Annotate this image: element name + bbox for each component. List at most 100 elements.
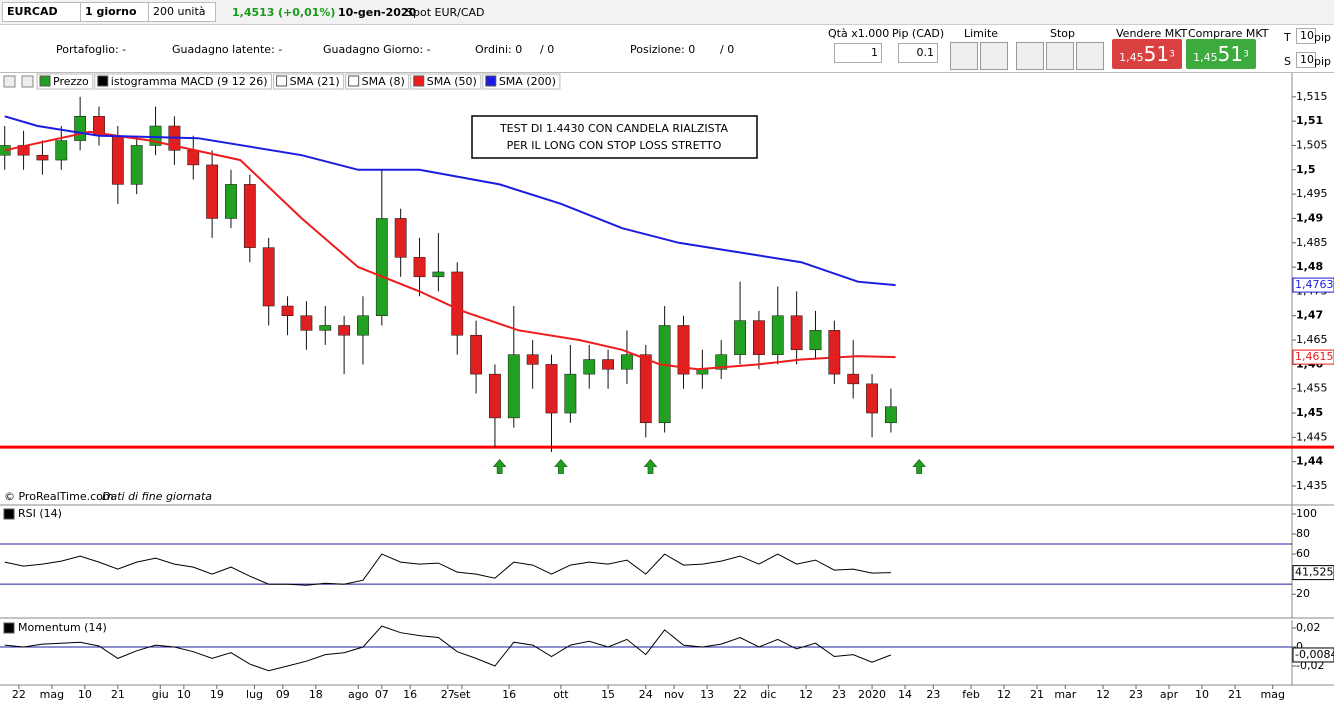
x-tick-label: lug bbox=[246, 688, 263, 701]
y-tick-label: 1,51 bbox=[1296, 114, 1323, 127]
y-tick-label: 0,02 bbox=[1296, 621, 1321, 634]
limit-buy[interactable] bbox=[950, 42, 978, 70]
symbol-select[interactable]: EURCAD bbox=[2, 2, 82, 22]
x-tick-label: feb bbox=[962, 688, 980, 701]
x-tick-label: 10 bbox=[78, 688, 92, 701]
qty-label: Qtà x1.000 bbox=[828, 27, 890, 40]
s-label: S bbox=[1284, 55, 1291, 68]
candle-body bbox=[866, 383, 878, 414]
buy-big: 51 bbox=[1217, 42, 1244, 66]
timeframe-select[interactable]: 1 giorno bbox=[80, 2, 150, 22]
x-tick-label: 21 bbox=[1030, 688, 1044, 701]
y-tick-label: 1,465 bbox=[1296, 333, 1328, 346]
candle-body bbox=[677, 325, 690, 375]
candle-body bbox=[394, 218, 407, 258]
candle-body bbox=[451, 271, 464, 336]
annotation-text: TEST DI 1.4430 CON CANDELA RIALZISTA bbox=[499, 122, 729, 135]
last-price: 1,4513 bbox=[232, 6, 275, 19]
candle-body bbox=[338, 325, 351, 336]
candle-body bbox=[753, 320, 765, 355]
sell-main: 1,45 bbox=[1119, 51, 1144, 64]
legend-swatch bbox=[97, 75, 109, 87]
candle-body bbox=[489, 373, 501, 419]
x-tick-label: 23 bbox=[832, 688, 846, 701]
x-tick-label: mag bbox=[1260, 688, 1284, 701]
x-tick-label: 27 bbox=[441, 688, 455, 701]
x-tick-label: 21 bbox=[111, 688, 125, 701]
x-tick-label: 10 bbox=[1195, 688, 1209, 701]
sell-big: 51 bbox=[1143, 42, 1170, 66]
candle-body bbox=[55, 140, 68, 161]
sell-label: Vendere MKT bbox=[1116, 27, 1188, 40]
legend-frame bbox=[273, 73, 345, 90]
sell-button[interactable]: 1,45513 bbox=[1112, 39, 1182, 69]
daily-gain: Guadagno Giorno: - bbox=[323, 43, 431, 56]
buy-label: Comprare MKT bbox=[1188, 27, 1269, 40]
legend-frame bbox=[482, 73, 561, 90]
stop-c[interactable] bbox=[1076, 42, 1104, 70]
x-tick-label: 19 bbox=[210, 688, 224, 701]
y-tick-label: 1,505 bbox=[1296, 138, 1328, 151]
x-tick-label: dic bbox=[760, 688, 776, 701]
y-tick-label: 1,485 bbox=[1296, 236, 1328, 249]
legend-swatch bbox=[3, 622, 15, 634]
x-tick-label: 16 bbox=[502, 688, 516, 701]
candle-body bbox=[432, 271, 445, 278]
pip-label: Pip (CAD) bbox=[892, 27, 945, 40]
indicator-line bbox=[4, 625, 892, 672]
x-tick-label: 22 bbox=[12, 688, 26, 701]
y-tick-label: 100 bbox=[1296, 507, 1317, 520]
x-tick-label: ott bbox=[553, 688, 569, 701]
s-unit: pip bbox=[1314, 55, 1332, 68]
candle-body bbox=[715, 354, 728, 370]
panel-title: RSI (14) bbox=[18, 507, 62, 520]
limit-sell[interactable] bbox=[980, 42, 1008, 70]
credit: © ProRealTime.com bbox=[4, 490, 114, 503]
legend-entry: SMA (200) bbox=[499, 75, 556, 88]
legend-frame bbox=[94, 73, 273, 90]
candle-body bbox=[790, 315, 803, 351]
x-tick-label: 2020 bbox=[858, 688, 886, 701]
candle-body bbox=[470, 334, 482, 375]
x-tick-label: ago bbox=[348, 688, 369, 701]
x-tick-label: 12 bbox=[1096, 688, 1110, 701]
x-tick-label: 10 bbox=[177, 688, 191, 701]
instrument: Spot EUR/CAD bbox=[406, 6, 485, 19]
legend-swatch bbox=[485, 75, 497, 87]
portfolio: Portafoglio: - bbox=[56, 43, 127, 56]
y-tick-label: 1,435 bbox=[1296, 479, 1328, 492]
legend-entry: SMA (50) bbox=[427, 75, 477, 88]
position-b: / 0 bbox=[720, 43, 735, 56]
y-tick-label: 60 bbox=[1296, 547, 1310, 560]
legend-swatch bbox=[3, 508, 15, 520]
qty-input[interactable]: 1 bbox=[834, 43, 882, 63]
signal-arrow bbox=[912, 459, 926, 474]
legend-frame bbox=[36, 73, 94, 90]
x-tick-label: set bbox=[454, 688, 471, 701]
y-tick-label: 1,44 bbox=[1296, 455, 1323, 468]
x-tick-label: 07 bbox=[375, 688, 389, 701]
annotation-text: PER IL LONG CON STOP LOSS STRETTO bbox=[507, 139, 722, 152]
x-tick-label: 16 bbox=[403, 688, 417, 701]
y-tick-label: 1,45 bbox=[1296, 406, 1323, 419]
candle-body bbox=[639, 354, 652, 424]
signal-arrow bbox=[643, 459, 658, 474]
y-tick-label: 1,49 bbox=[1296, 211, 1323, 224]
legend-entry: Prezzo bbox=[53, 75, 89, 88]
credit-note: Dati di fine giornata bbox=[102, 490, 212, 503]
legend-frame bbox=[410, 73, 482, 90]
stop-a[interactable] bbox=[1016, 42, 1044, 70]
candle-body bbox=[507, 354, 520, 419]
y-tick-label: 1,445 bbox=[1296, 430, 1328, 443]
t-pips[interactable]: 10 bbox=[1296, 28, 1316, 44]
y-tick-label: 0 bbox=[1296, 640, 1303, 653]
orders-b: / 0 bbox=[540, 43, 555, 56]
s-pips[interactable]: 10 bbox=[1296, 52, 1316, 68]
candle-body bbox=[74, 116, 87, 141]
x-tick-label: 15 bbox=[601, 688, 615, 701]
buy-button[interactable]: 1,45513 bbox=[1186, 39, 1256, 69]
stop-b[interactable] bbox=[1046, 42, 1074, 70]
pip-input[interactable]: 0.1 bbox=[898, 43, 938, 63]
units-select[interactable]: 200 unità bbox=[148, 2, 216, 22]
